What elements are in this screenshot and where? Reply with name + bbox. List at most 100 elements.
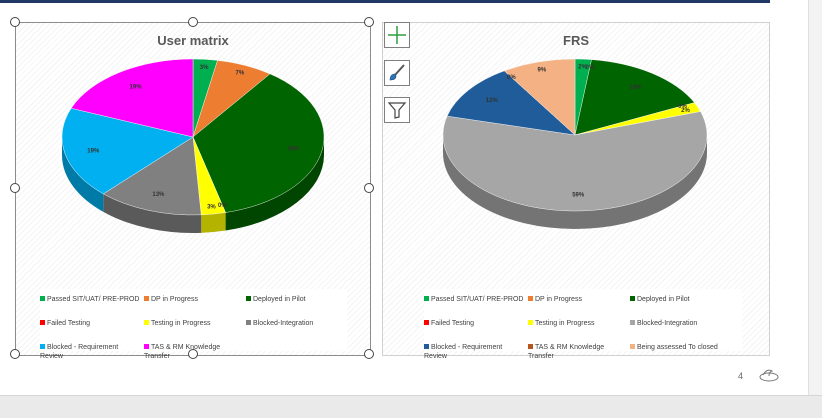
legend-label: Testing in Progress [151,320,211,327]
legend-entry[interactable]: Blocked-Integration [246,319,346,328]
legend-swatch [424,296,429,301]
legend-label: TAS & RM Knowledge Transfer [144,344,221,360]
data-label: 3% [207,204,216,210]
pie-slice[interactable] [61,108,194,195]
pie-slice[interactable] [442,111,708,212]
chart-styles-button[interactable] [384,60,410,86]
vertical-scrollbar[interactable] [808,0,822,395]
chart-frs[interactable]: FRS 2% 0% 16% 0% 2% 59% 12% 0% 9% Passed SIT/UAT… [382,22,770,360]
chart-legend[interactable]: Passed SIT/UAT/ PRE-PROD DP in Progress De… [40,289,347,360]
pie-slice[interactable] [446,70,576,136]
data-label: 16% [630,85,643,91]
data-label: 0% [586,65,595,71]
legend-entry[interactable]: Being assessed To closed [630,343,730,352]
legend-entry[interactable]: Blocked - Requirement Review [424,343,524,361]
data-label: 12% [486,98,499,104]
legend-entry[interactable]: Passed SIT/UAT/ PRE-PROD [424,295,524,304]
legend-label: Blocked-Integration [637,320,698,327]
paintbrush-icon [389,64,405,81]
resize-handle-middle-right[interactable] [364,183,374,193]
legend-swatch [630,320,635,325]
data-label: 9% [538,67,547,73]
legend-entry[interactable]: Deployed in Pilot [246,295,346,304]
legend-entry[interactable]: Testing in Progress [144,319,244,328]
legend-entry[interactable]: Blocked-Integration [630,319,730,328]
data-label: 2% [681,108,690,114]
pie-slice-side [225,137,324,231]
legend-label: Failed Testing [47,320,91,327]
legend-swatch [630,344,635,349]
legend-entry[interactable]: TAS & RM Knowledge Transfer [144,343,244,361]
legend-entry[interactable]: Failed Testing [40,319,140,328]
legend-label: Failed Testing [431,320,475,327]
pie-slice[interactable] [70,58,194,138]
legend-label: DP in Progress [535,296,582,303]
legend-swatch [144,320,149,325]
legend-label: Blocked-Integration [253,320,314,327]
legend-swatch [246,320,251,325]
chart-elements-button[interactable] [384,22,410,48]
data-label: 13% [152,192,165,198]
legend-label: Deployed in Pilot [253,296,306,303]
legend-label: Passed SIT/UAT/ PRE-PROD [431,296,524,303]
legend-entry[interactable]: DP in Progress [528,295,628,304]
legend-entry[interactable]: Failed Testing [424,319,524,328]
chart-legend[interactable]: Passed SIT/UAT/ PRE-PROD DP in Progress De… [424,289,742,360]
legend-label: Testing in Progress [535,320,595,327]
page-curl-icon [759,369,779,382]
legend-label: Deployed in Pilot [637,296,690,303]
funnel-icon [387,102,407,119]
legend-label: Passed SIT/UAT/ PRE-PROD [47,296,140,303]
resize-handle-bottom-right[interactable] [364,349,374,359]
resize-handle-bottom-left[interactable] [10,349,20,359]
legend-swatch [528,320,533,325]
page-number: 4 [738,371,744,381]
data-label: 19% [87,148,100,154]
data-label: 0% [507,75,516,81]
plus-icon [388,26,406,44]
legend-swatch [424,320,429,325]
chart-filters-button[interactable] [384,97,410,123]
resize-handle-top-left[interactable] [10,17,20,27]
pie-slice[interactable] [503,58,576,136]
data-label: 3% [200,65,209,71]
legend-swatch [144,296,149,301]
data-label: 59% [572,192,585,198]
resize-handle-middle-left[interactable] [10,183,20,193]
pie-slice-side [201,212,226,233]
data-label: 7% [235,71,244,77]
legend-entry[interactable]: DP in Progress [144,295,244,304]
pie-slice[interactable] [102,136,202,216]
resize-handle-top-right[interactable] [364,17,374,27]
legend-swatch [630,296,635,301]
legend-entry[interactable]: Passed SIT/UAT/ PRE-PROD [40,295,140,304]
pie-slice-side [103,193,202,233]
data-label: 0% [218,203,227,209]
legend-entry[interactable]: Deployed in Pilot [630,295,730,304]
data-label: 36% [287,146,300,152]
top-accent-bar [0,0,770,3]
chart-title: User matrix [157,33,229,48]
legend-swatch [246,296,251,301]
status-bar-strip [0,395,822,418]
legend-label: Blocked - Requirement Review [424,344,503,360]
chart-user-matrix[interactable]: User matrix 3% 7% 36% 0% 3% 13% 19% 19% Passed … [15,22,371,360]
legend-label: Blocked - Requirement Review [40,344,119,360]
legend-label: TAS & RM Knowledge Transfer [528,344,605,360]
legend-swatch [424,344,429,349]
legend-swatch [528,296,533,301]
legend-swatch [40,296,45,301]
pie-slice[interactable] [192,73,325,213]
resize-handle-bottom-center[interactable] [188,349,198,359]
resize-handle-top-center[interactable] [188,17,198,27]
slide-canvas: User matrix 3% 7% 36% 0% 3% 13% 19% 19% Passed … [0,0,808,395]
chart-title: FRS [563,33,589,48]
pie-slice-side [62,137,104,212]
pie-slice[interactable] [574,59,695,136]
legend-entry[interactable]: Blocked - Requirement Review [40,343,140,361]
legend-entry[interactable]: TAS & RM Knowledge Transfer [528,343,628,361]
legend-label: Being assessed To closed [637,344,718,351]
legend-swatch [40,320,45,325]
data-label: 0% [678,104,687,110]
legend-entry[interactable]: Testing in Progress [528,319,628,328]
